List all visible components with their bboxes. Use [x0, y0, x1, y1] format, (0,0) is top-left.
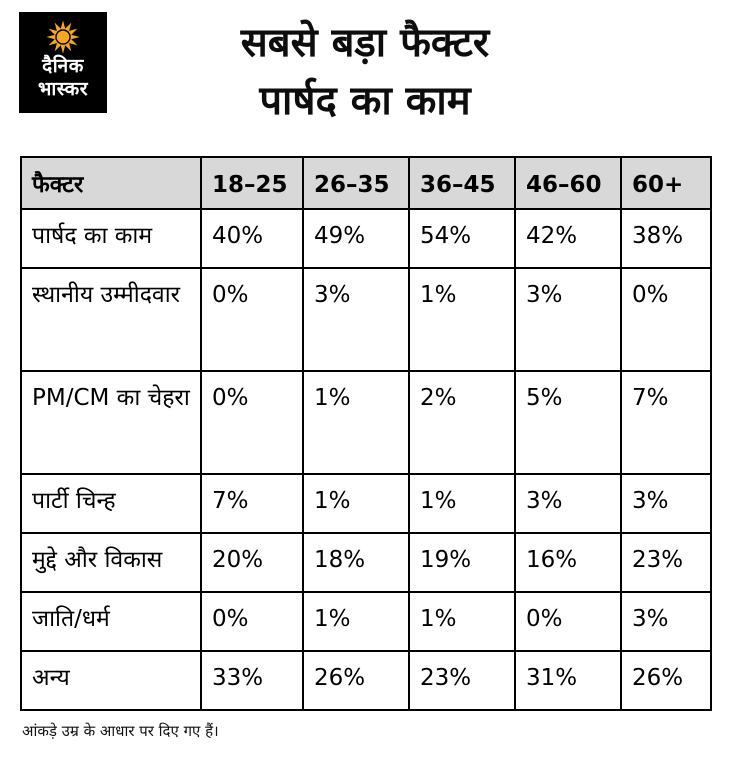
brand-logo: दैनिक भास्कर: [19, 12, 107, 113]
value-cell: 1%: [302, 473, 410, 534]
value-cell: 0%: [200, 267, 304, 372]
value-cell: 20%: [200, 532, 304, 593]
logo-text-line2: भास्कर: [37, 77, 89, 100]
factor-cell: स्थानीय उम्मीदवार: [20, 267, 202, 372]
value-cell: 1%: [302, 370, 410, 475]
page-title-line2: पार्षद का काम: [259, 78, 471, 124]
column-header-age-18-25: 18–25: [200, 156, 304, 210]
value-cell: 3%: [302, 267, 410, 372]
header: दैनिक भास्कर सबसे बड़ा फैक्टर पार्षद का …: [0, 0, 730, 150]
footnote: आंकड़े उम्र के आधार पर दिए गए हैं।: [22, 722, 219, 740]
factor-cell: मुद्दे और विकास: [20, 532, 202, 593]
value-cell: 5%: [514, 370, 622, 475]
value-cell: 3%: [514, 473, 622, 534]
value-cell: 18%: [302, 532, 410, 593]
value-cell: 1%: [408, 267, 516, 372]
value-cell: 0%: [200, 370, 304, 475]
value-cell: 16%: [514, 532, 622, 593]
table-row: जाति/धर्म 0% 1% 1% 0% 3%: [20, 591, 712, 652]
table-row: PM/CM का चेहरा 0% 1% 2% 5% 7%: [20, 370, 712, 475]
sun-icon: [46, 20, 80, 54]
value-cell: 3%: [620, 473, 712, 534]
value-cell: 0%: [200, 591, 304, 652]
value-cell: 38%: [620, 208, 712, 269]
value-cell: 26%: [302, 650, 410, 711]
value-cell: 7%: [200, 473, 304, 534]
table-row: पार्षद का काम 40% 49% 54% 42% 38%: [20, 208, 712, 269]
page-title: सबसे बड़ा फैक्टर पार्षद का काम: [0, 14, 730, 130]
value-cell: 3%: [514, 267, 622, 372]
table-header-row: फैक्टर 18–25 26–35 36–45 46–60 60+: [20, 156, 712, 210]
value-cell: 19%: [408, 532, 516, 593]
factors-table: फैक्टर 18–25 26–35 36–45 46–60 60+ पार्ष…: [20, 156, 712, 711]
data-table-container: फैक्टर 18–25 26–35 36–45 46–60 60+ पार्ष…: [0, 150, 730, 711]
value-cell: 40%: [200, 208, 304, 269]
factor-cell: अन्य: [20, 650, 202, 711]
column-header-age-60plus: 60+: [620, 156, 712, 210]
value-cell: 42%: [514, 208, 622, 269]
value-cell: 1%: [408, 591, 516, 652]
value-cell: 7%: [620, 370, 712, 475]
value-cell: 23%: [620, 532, 712, 593]
value-cell: 23%: [408, 650, 516, 711]
factor-cell: PM/CM का चेहरा: [20, 370, 202, 475]
page-title-line1: सबसे बड़ा फैक्टर: [240, 20, 490, 66]
logo-text-line1: दैनिक: [42, 55, 84, 77]
column-header-age-36-45: 36–45: [408, 156, 516, 210]
value-cell: 2%: [408, 370, 516, 475]
factor-cell: जाति/धर्म: [20, 591, 202, 652]
column-header-age-26-35: 26–35: [302, 156, 410, 210]
column-header-factor: फैक्टर: [20, 156, 202, 210]
table-row: अन्य 33% 26% 23% 31% 26%: [20, 650, 712, 711]
value-cell: 31%: [514, 650, 622, 711]
value-cell: 54%: [408, 208, 516, 269]
value-cell: 1%: [408, 473, 516, 534]
table-row: स्थानीय उम्मीदवार 0% 3% 1% 3% 0%: [20, 267, 712, 372]
value-cell: 3%: [620, 591, 712, 652]
value-cell: 0%: [514, 591, 622, 652]
table-row: पार्टी चिन्ह 7% 1% 1% 3% 3%: [20, 473, 712, 534]
table-row: मुद्दे और विकास 20% 18% 19% 16% 23%: [20, 532, 712, 593]
value-cell: 33%: [200, 650, 304, 711]
factor-cell: पार्टी चिन्ह: [20, 473, 202, 534]
value-cell: 1%: [302, 591, 410, 652]
value-cell: 0%: [620, 267, 712, 372]
value-cell: 49%: [302, 208, 410, 269]
column-header-age-46-60: 46–60: [514, 156, 622, 210]
factor-cell: पार्षद का काम: [20, 208, 202, 269]
value-cell: 26%: [620, 650, 712, 711]
